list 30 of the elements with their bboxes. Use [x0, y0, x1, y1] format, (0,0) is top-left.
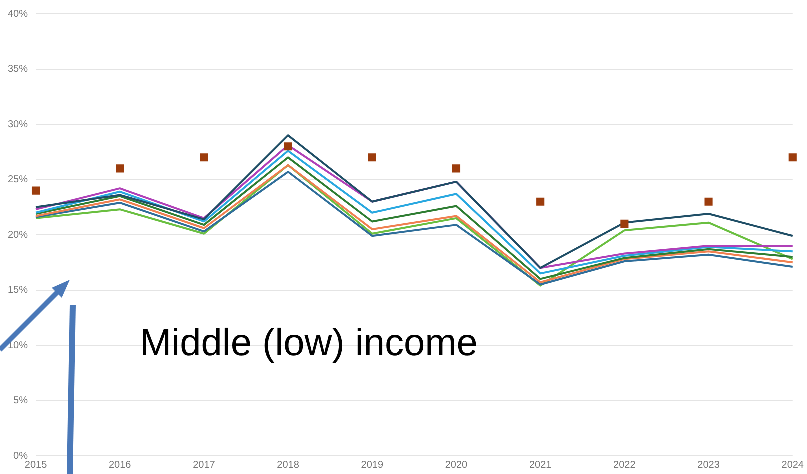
x-tick-label: 2015 — [24, 460, 48, 471]
y-tick-label: 35% — [8, 64, 28, 75]
y-tick-label: 0% — [14, 450, 28, 462]
point — [788, 154, 797, 162]
point — [32, 186, 40, 195]
x-tick-label: 2017 — [193, 460, 216, 471]
point — [284, 142, 292, 151]
x-tick-label: 2019 — [361, 460, 384, 471]
x-tick-label: 2016 — [108, 460, 132, 471]
point — [368, 154, 376, 162]
x-tick-label: 2018 — [277, 460, 300, 471]
y-tick-label: 10% — [8, 340, 28, 352]
point — [620, 220, 629, 228]
annotation: Middle (low) income — [140, 322, 478, 364]
point — [452, 164, 461, 173]
y-tick-label: 30% — [8, 119, 28, 130]
point — [200, 154, 208, 162]
y-tick-label: 20% — [8, 230, 28, 241]
x-tick-label: 2020 — [445, 460, 468, 471]
x-tick-label: 2022 — [614, 460, 636, 471]
x-tick-label: 2021 — [529, 460, 552, 471]
y-tick-label: 40% — [8, 8, 28, 20]
point — [536, 198, 545, 206]
x-tick-label: 2023 — [698, 460, 720, 471]
y-tick-label: 25% — [8, 174, 28, 186]
y-tick-label: 15% — [8, 285, 28, 296]
x-tick-label: 2024 — [782, 460, 804, 471]
y-tick-label: 5% — [14, 396, 28, 406]
point — [704, 198, 713, 206]
point — [116, 164, 124, 173]
